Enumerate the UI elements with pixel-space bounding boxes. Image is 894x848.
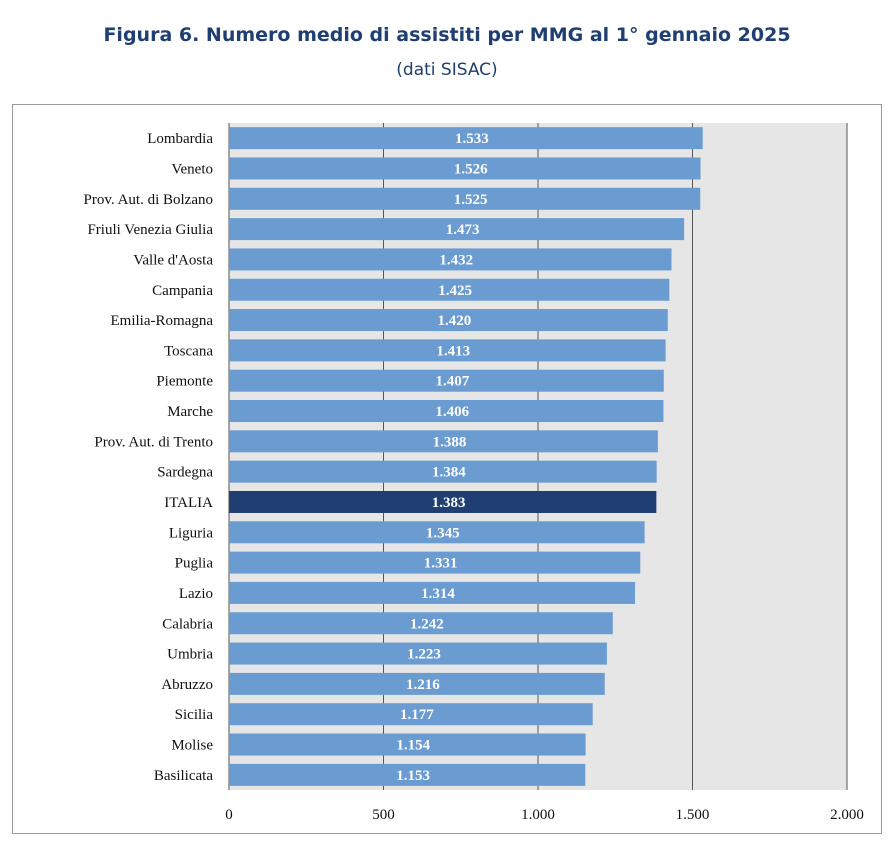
category-label: Veneto xyxy=(171,161,213,177)
bar-value-label: 1.177 xyxy=(400,707,434,723)
category-label: Lazio xyxy=(179,586,213,602)
category-label: Liguria xyxy=(169,525,213,541)
bar xyxy=(229,127,703,150)
bar-value-label: 1.533 xyxy=(455,131,489,147)
bar-value-label: 1.388 xyxy=(433,434,467,450)
bar-value-label: 1.154 xyxy=(396,738,430,754)
category-label: Molise xyxy=(171,738,213,754)
bar-value-label: 1.242 xyxy=(410,616,444,632)
bar-value-label: 1.432 xyxy=(439,252,473,268)
bar-value-label: 1.425 xyxy=(438,283,472,299)
bar xyxy=(229,400,664,423)
bar-value-label: 1.345 xyxy=(426,525,460,541)
chart-title: Figura 6. Numero medio di assistiti per … xyxy=(103,24,791,46)
bar xyxy=(229,218,685,241)
bar-value-label: 1.525 xyxy=(454,192,488,208)
bar xyxy=(229,187,701,210)
bar-value-label: 1.406 xyxy=(435,404,469,420)
bar xyxy=(229,581,636,604)
bar xyxy=(229,703,593,726)
category-label: Toscana xyxy=(164,343,213,359)
bar xyxy=(229,309,668,332)
bar xyxy=(229,733,586,756)
bar-value-label: 1.216 xyxy=(406,677,440,693)
x-tick-label: 2.000 xyxy=(830,807,864,823)
category-label: Marche xyxy=(167,404,213,420)
category-label: Friuli Venezia Giulia xyxy=(87,222,213,238)
bar-value-label: 1.420 xyxy=(438,313,472,329)
x-tick-label: 1.500 xyxy=(676,807,710,823)
category-label: ITALIA xyxy=(164,495,213,511)
category-label: Basilicata xyxy=(154,768,213,784)
category-label: Calabria xyxy=(162,616,213,632)
x-tick-label: 500 xyxy=(372,807,395,823)
x-tick-label: 0 xyxy=(225,807,233,823)
category-label: Prov. Aut. di Bolzano xyxy=(84,192,213,208)
category-label: Lombardia xyxy=(147,131,213,147)
category-label: Valle d'Aosta xyxy=(133,252,213,268)
bar xyxy=(229,612,613,635)
bar-value-label: 1.331 xyxy=(424,556,458,572)
bar-value-label: 1.314 xyxy=(421,586,455,602)
bar xyxy=(229,430,658,453)
category-label: Emilia-Romagna xyxy=(111,313,214,329)
bar-value-label: 1.383 xyxy=(432,495,466,511)
category-label: Sicilia xyxy=(175,707,214,723)
bar-highlight xyxy=(229,490,657,513)
bar-value-label: 1.384 xyxy=(432,465,466,481)
x-tick-label: 1.000 xyxy=(521,807,555,823)
bar xyxy=(229,672,605,695)
bar xyxy=(229,278,670,301)
bar-value-label: 1.473 xyxy=(446,222,480,238)
bar xyxy=(229,642,607,665)
bar xyxy=(229,248,672,271)
category-label: Campania xyxy=(152,283,213,299)
bar xyxy=(229,339,666,362)
bar xyxy=(229,369,664,392)
category-label: Puglia xyxy=(175,556,214,572)
category-label: Prov. Aut. di Trento xyxy=(94,434,213,450)
category-label: Piemonte xyxy=(156,374,213,390)
bar-value-label: 1.153 xyxy=(396,768,430,784)
category-label: Sardegna xyxy=(157,465,213,481)
bar xyxy=(229,157,701,180)
chart-frame xyxy=(12,104,882,834)
bar xyxy=(229,521,645,544)
bar-value-label: 1.413 xyxy=(436,343,470,359)
category-label: Abruzzo xyxy=(161,677,213,693)
bar xyxy=(229,460,657,483)
category-label: Umbria xyxy=(167,647,213,663)
bar xyxy=(229,763,586,786)
bar xyxy=(229,551,641,574)
bar-value-label: 1.407 xyxy=(436,374,470,390)
bar-value-label: 1.526 xyxy=(454,161,488,177)
bar-value-label: 1.223 xyxy=(407,647,441,663)
chart-subtitle: (dati SISAC) xyxy=(396,60,498,80)
